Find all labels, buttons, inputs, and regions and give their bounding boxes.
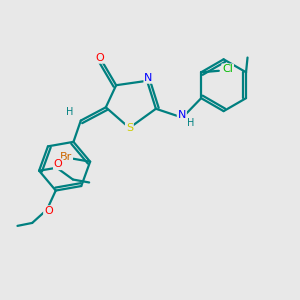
Text: O: O [54, 159, 63, 169]
Text: N: N [144, 73, 153, 83]
Text: O: O [96, 53, 104, 63]
Text: N: N [178, 110, 186, 120]
Text: Br: Br [60, 152, 72, 162]
Text: H: H [187, 118, 194, 128]
Text: H: H [66, 107, 73, 117]
Text: O: O [44, 206, 53, 216]
Text: Cl: Cl [222, 64, 233, 74]
Text: S: S [126, 123, 133, 133]
